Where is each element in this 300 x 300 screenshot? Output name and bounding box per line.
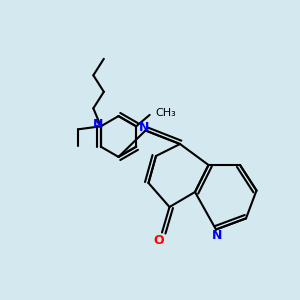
Text: N: N (212, 229, 223, 242)
Text: N: N (139, 121, 149, 134)
Text: CH₃: CH₃ (155, 108, 176, 118)
Text: O: O (154, 233, 164, 247)
Text: N: N (93, 118, 103, 131)
